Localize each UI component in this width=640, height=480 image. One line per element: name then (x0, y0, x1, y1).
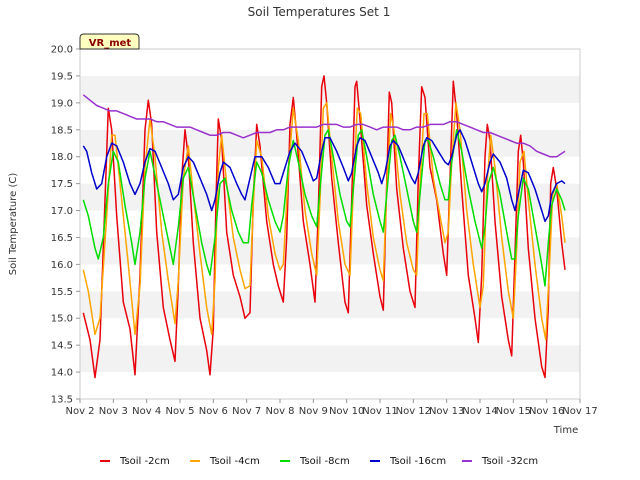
x-tick-label: Nov 14 (462, 406, 497, 417)
y-tick-label: 20.0 (51, 45, 73, 56)
x-tick-label: Nov 8 (265, 406, 294, 417)
badge-box (79, 33, 140, 50)
series-line-tsoil-4cm (82, 102, 566, 341)
legend-label: Tsoil -2cm (119, 456, 170, 467)
x-tick-label: Nov 11 (362, 406, 397, 417)
legend-label: Tsoil -8cm (299, 456, 350, 467)
x-tick-label: Nov 17 (562, 406, 597, 417)
y-axis-ticks: 13.5 14.0 14.5 15.0 15.5 16.0 16.5 17.0 17.5 18.0… (51, 45, 80, 406)
series-line-tsoil-8cm (82, 129, 566, 287)
y-tick-label: 16.0 (51, 260, 73, 271)
badge-label: VR_met (89, 38, 132, 49)
vr-met-badge: VR_met (79, 33, 140, 50)
x-tick-label: Nov 15 (496, 406, 531, 417)
x-tick-label: Nov 6 (199, 406, 228, 417)
x-tick-label: Nov 16 (529, 406, 564, 417)
chart-title: Soil Temperatures Set 1 (248, 5, 391, 19)
y-tick-label: 13.5 (51, 395, 73, 406)
x-tick-label: Nov 9 (299, 406, 328, 417)
legend-label: Tsoil -32cm (481, 456, 538, 467)
series-line-tsoil-16cm (82, 129, 566, 223)
x-tick-label: Nov 4 (132, 406, 161, 417)
grid-band (80, 345, 580, 373)
grid-band (80, 318, 580, 346)
y-axis-title: Soil Temperature (C) (8, 173, 19, 276)
x-tick-label: Nov 10 (329, 406, 364, 417)
y-tick-label: 17.0 (51, 206, 73, 217)
x-tick-label: Nov 12 (396, 406, 431, 417)
legend-label: Tsoil -4cm (209, 456, 260, 467)
y-tick-label: 19.5 (51, 71, 73, 82)
legend-label: Tsoil -16cm (389, 456, 446, 467)
y-tick-label: 19.0 (51, 98, 73, 109)
y-tick-label: 15.0 (51, 314, 73, 325)
x-tick-label: Nov 2 (65, 406, 94, 417)
y-tick-label: 14.0 (51, 368, 73, 379)
grid-band (80, 75, 580, 103)
grid-band (80, 49, 580, 76)
y-tick-label: 15.5 (51, 287, 73, 298)
series-line-tsoil-32cm (82, 94, 566, 158)
x-tick-label: Nov 7 (232, 406, 261, 417)
y-tick-label: 16.5 (51, 233, 73, 244)
y-tick-label: 14.5 (51, 341, 73, 352)
y-tick-label: 18.5 (51, 125, 73, 136)
x-axis-ticks: Nov 2 Nov 3 Nov 4 Nov 5 Nov 6 Nov 7 Nov 8 Nov 9… (65, 399, 598, 417)
legend: Tsoil -2cm Tsoil -4cm Tsoil -8cm Tsoil -16c… (100, 456, 538, 467)
plot-frame (79, 48, 581, 400)
x-tick-label: Nov 13 (429, 406, 464, 417)
y-tick-label: 17.5 (51, 179, 73, 190)
x-tick-label: Nov 3 (99, 406, 128, 417)
series-lines (82, 75, 566, 379)
x-tick-label: Nov 5 (165, 406, 194, 417)
grid-band (80, 264, 580, 292)
grid-band (80, 102, 580, 130)
y-tick-label: 18.0 (51, 152, 73, 163)
x-axis-title: Time (553, 425, 578, 436)
grid-band (80, 372, 580, 399)
